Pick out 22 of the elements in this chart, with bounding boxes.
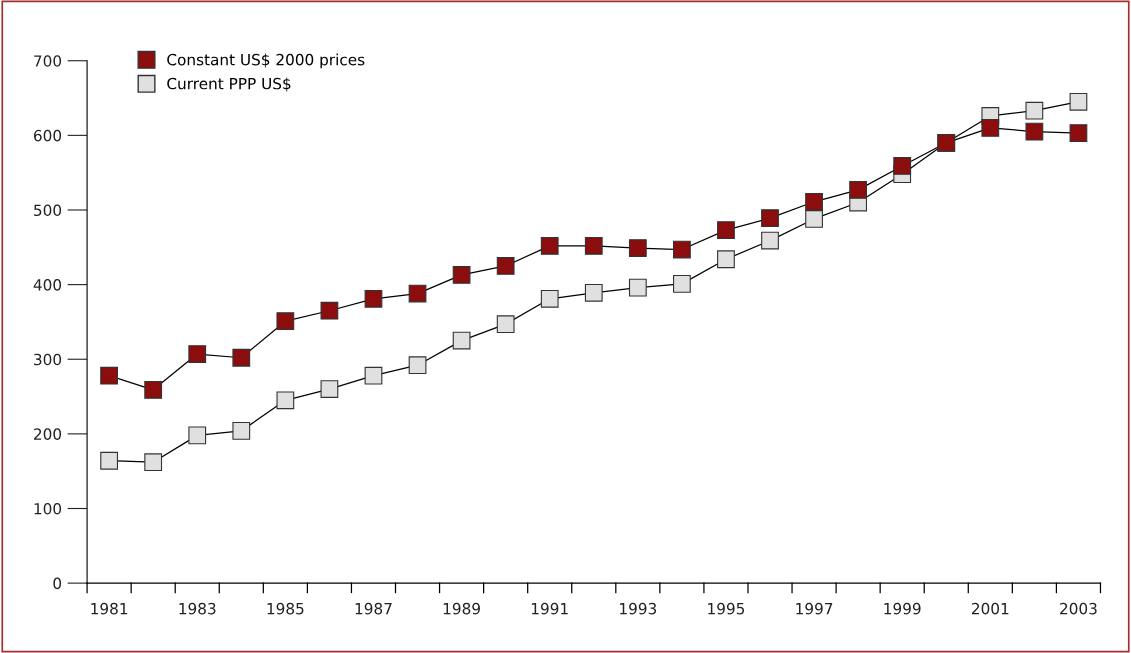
x-tick-label: 1987 [355,602,392,615]
x-tick-label: 1999 [884,602,921,615]
y-tick-label: 300 [34,353,62,366]
y-tick-label: 100 [34,502,62,515]
x-tick-label: 1985 [267,602,304,615]
y-tick-label: 500 [34,204,62,217]
x-tick-label: 2001 [971,602,1009,615]
x-tick-label: 1983 [179,602,216,615]
x-tick-label: 1989 [443,602,480,615]
legend-label: Constant US$ 2000 prices [167,53,365,69]
x-tick-label: 1997 [796,602,833,615]
legend-label: Current PPP US$ [167,77,291,92]
x-tick-label: 2003 [1060,602,1097,615]
x-tick-label: 1991 [531,602,568,615]
y-tick-label: 700 [34,55,62,67]
y-tick-label: 600 [33,129,62,142]
x-tick-label: 1981 [91,602,128,615]
x-tick-label: 1993 [620,602,657,615]
x-tick-label: 1995 [708,602,745,615]
y-tick-label: 400 [33,279,62,291]
y-tick-label: 200 [34,428,62,440]
y-tick-label: 0 [53,577,62,590]
